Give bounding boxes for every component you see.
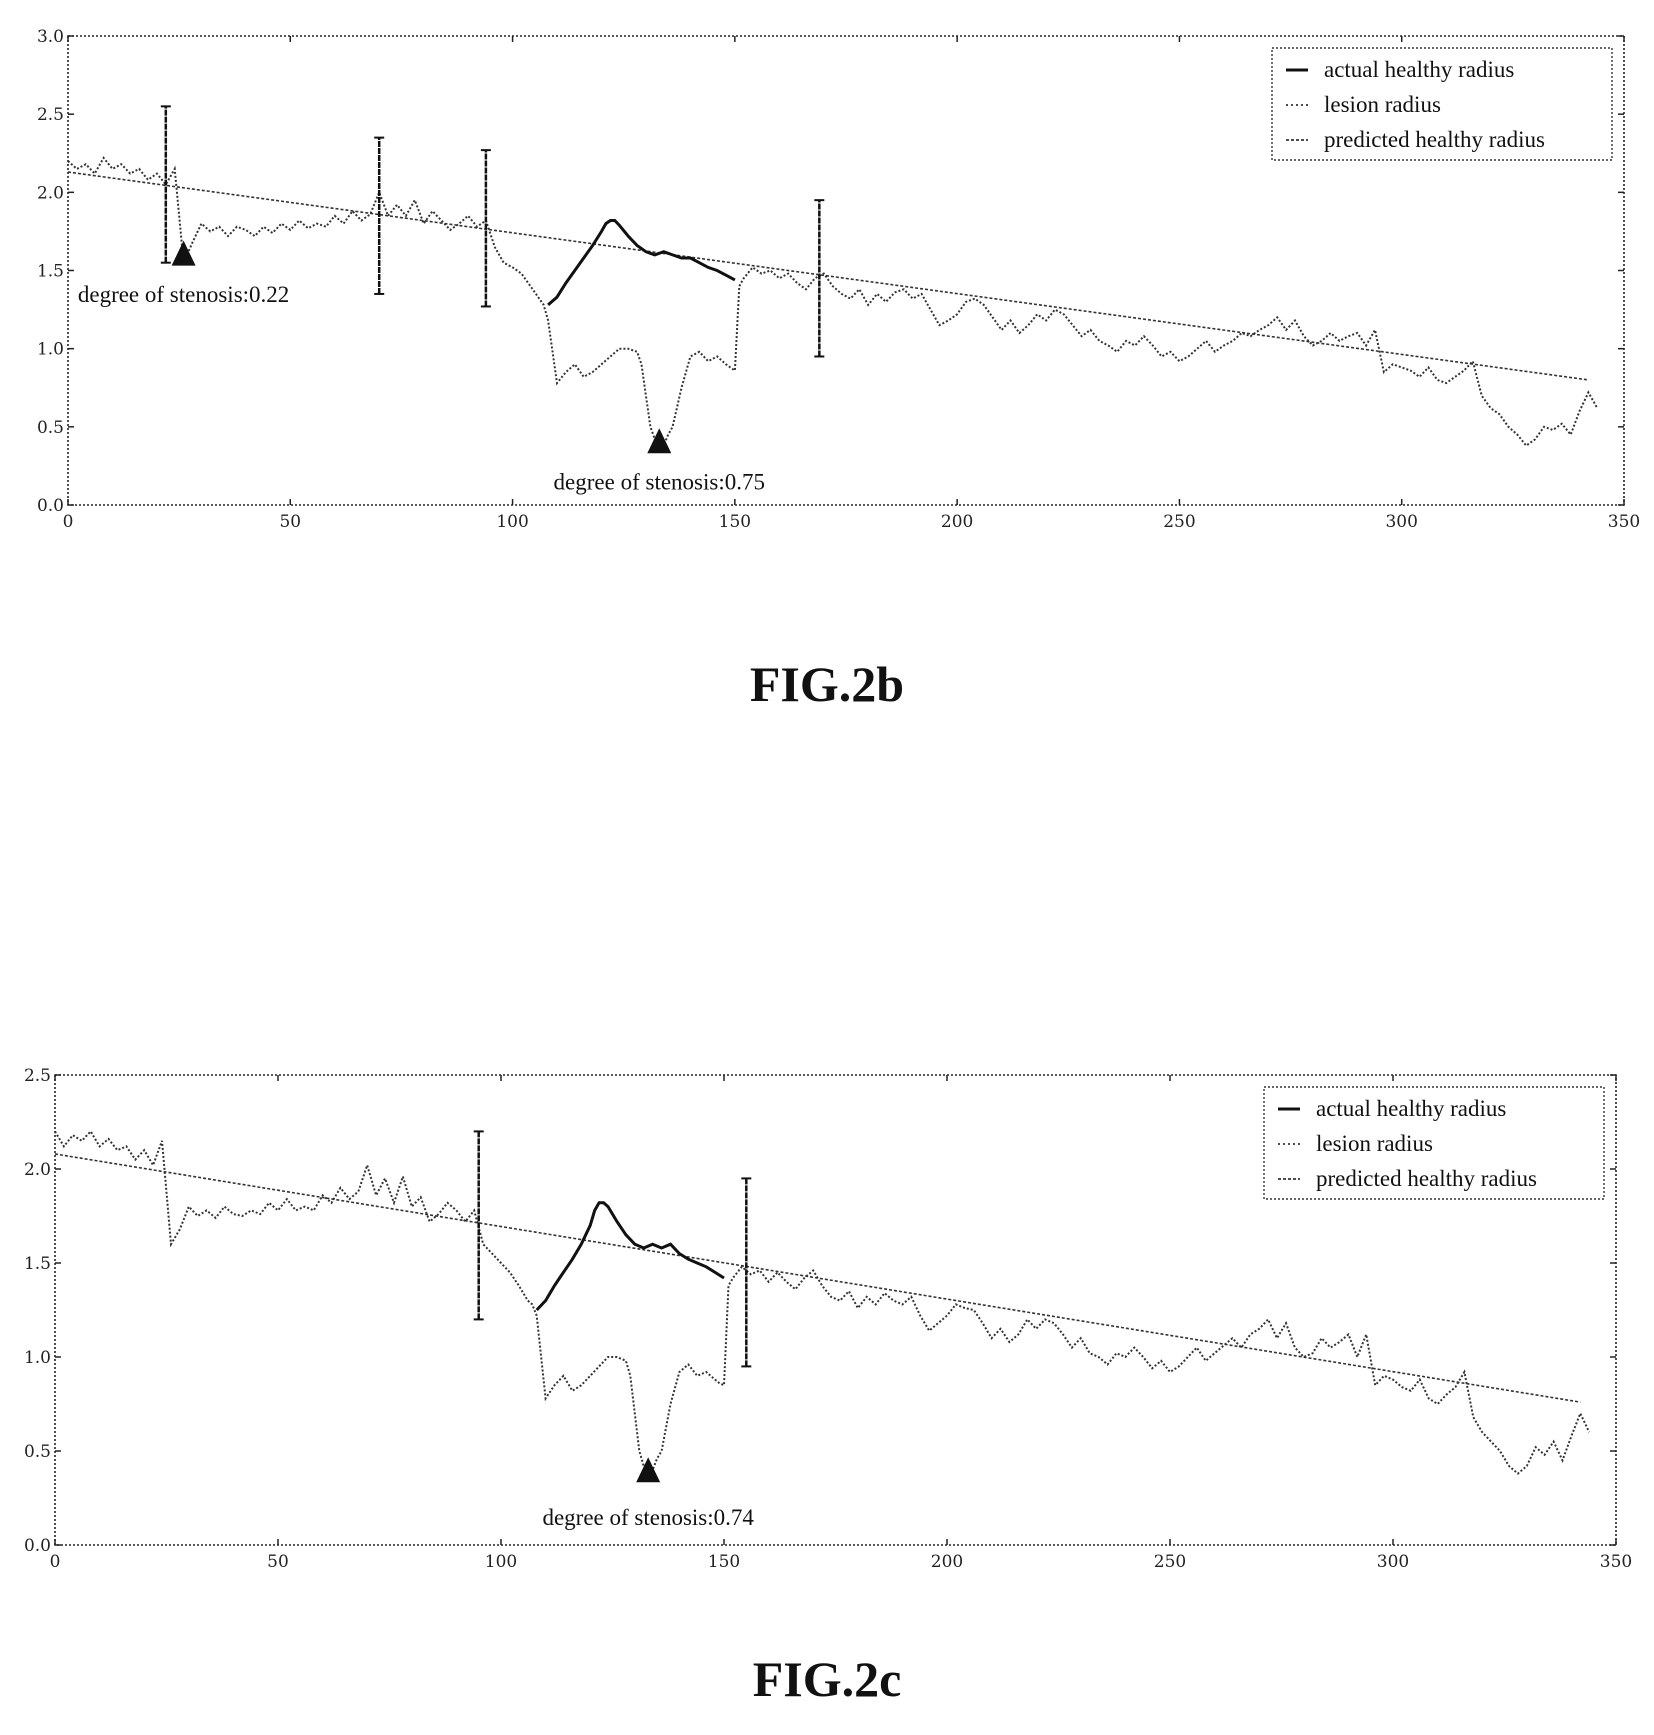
figure-2c: 0 50 100 150 200 250 300 350 0.0 0.5 1.0 1.5 2.0 2.5 d… <box>0 1000 1654 1735</box>
legend-box <box>1271 47 1613 161</box>
legend-label: lesion radius <box>1316 1131 1433 1156</box>
x-tick-label: 300 <box>1377 1552 1409 1572</box>
actual-healthy-radius-line <box>535 1201 725 1312</box>
legend-label: predicted healthy radius <box>1316 1166 1537 1191</box>
legend-label: predicted healthy radius <box>1324 127 1545 152</box>
x-tick-label: 200 <box>931 1552 963 1572</box>
y-tick-label: 0.5 <box>24 1442 51 1462</box>
y-tick-label: 2.0 <box>37 183 64 203</box>
x-tick-label: 350 <box>1600 1552 1632 1572</box>
stenosis-annotation: degree of stenosis:0.74 <box>542 1505 754 1530</box>
chart-2c: 0 50 100 150 200 250 300 350 0.0 0.5 1.0 1.5 2.0 2.5 d… <box>24 1066 1632 1572</box>
y-tick-label: 1.5 <box>24 1254 51 1274</box>
lesion-radius-line <box>54 1129 1591 1482</box>
legend-label: actual healthy radius <box>1316 1096 1506 1121</box>
y-tick-label: 1.0 <box>37 340 64 360</box>
plot-frame <box>67 35 1625 506</box>
x-tick-label: 150 <box>708 1552 740 1572</box>
stenosis-marker <box>647 428 672 454</box>
x-tick-label: 0 <box>63 512 74 532</box>
x-tick-label: 350 <box>1608 512 1640 532</box>
stenosis-annotation: degree of stenosis:0.22 <box>78 282 289 307</box>
figure-2b: 0 50 100 150 200 250 300 350 0.0 0.5 1.0 1.5 2.0 2.5 3… <box>0 0 1654 720</box>
x-tick-label: 50 <box>279 512 301 532</box>
chart-2b: 0 50 100 150 200 250 300 350 0.0 0.5 1.0 1.5 2.0 2.5 3… <box>37 27 1640 532</box>
actual-healthy-radius-line <box>547 219 736 307</box>
stenosis-marker <box>171 240 196 266</box>
x-tick-label: 100 <box>496 512 528 532</box>
predicted-healthy-radius-line <box>67 171 1589 381</box>
y-tick-label: 2.5 <box>24 1066 51 1086</box>
y-tick-label: 2.5 <box>37 105 64 125</box>
y-tick-label: 2.0 <box>24 1160 51 1180</box>
y-tick-label: 1.0 <box>24 1348 51 1368</box>
plot-frame <box>54 1074 1617 1546</box>
x-tick-label: 150 <box>719 512 751 532</box>
x-tick-label: 50 <box>267 1552 289 1572</box>
x-tick-label: 300 <box>1385 512 1417 532</box>
legend-label: actual healthy radius <box>1324 57 1514 82</box>
y-tick-label: 0.0 <box>37 496 64 516</box>
legend-box <box>1263 1086 1605 1200</box>
y-tick-label: 3.0 <box>37 27 64 47</box>
x-tick-label: 100 <box>485 1552 517 1572</box>
x-tick-label: 0 <box>50 1552 61 1572</box>
y-tick-label: 1.5 <box>37 262 64 282</box>
stenosis-annotation: degree of stenosis:0.75 <box>554 470 765 495</box>
legend-label: lesion radius <box>1324 92 1441 117</box>
x-tick-label: 200 <box>941 512 973 532</box>
lesion-radius-line <box>67 156 1599 453</box>
x-tick-label: 250 <box>1163 512 1195 532</box>
stenosis-marker <box>636 1457 661 1483</box>
y-tick-label: 0.0 <box>24 1536 51 1556</box>
x-tick-label: 250 <box>1154 1552 1186 1572</box>
y-tick-label: 0.5 <box>37 418 64 438</box>
figure-caption-2c: FIG.2c <box>752 1651 902 1707</box>
figure-caption-2b: FIG.2b <box>749 656 905 712</box>
